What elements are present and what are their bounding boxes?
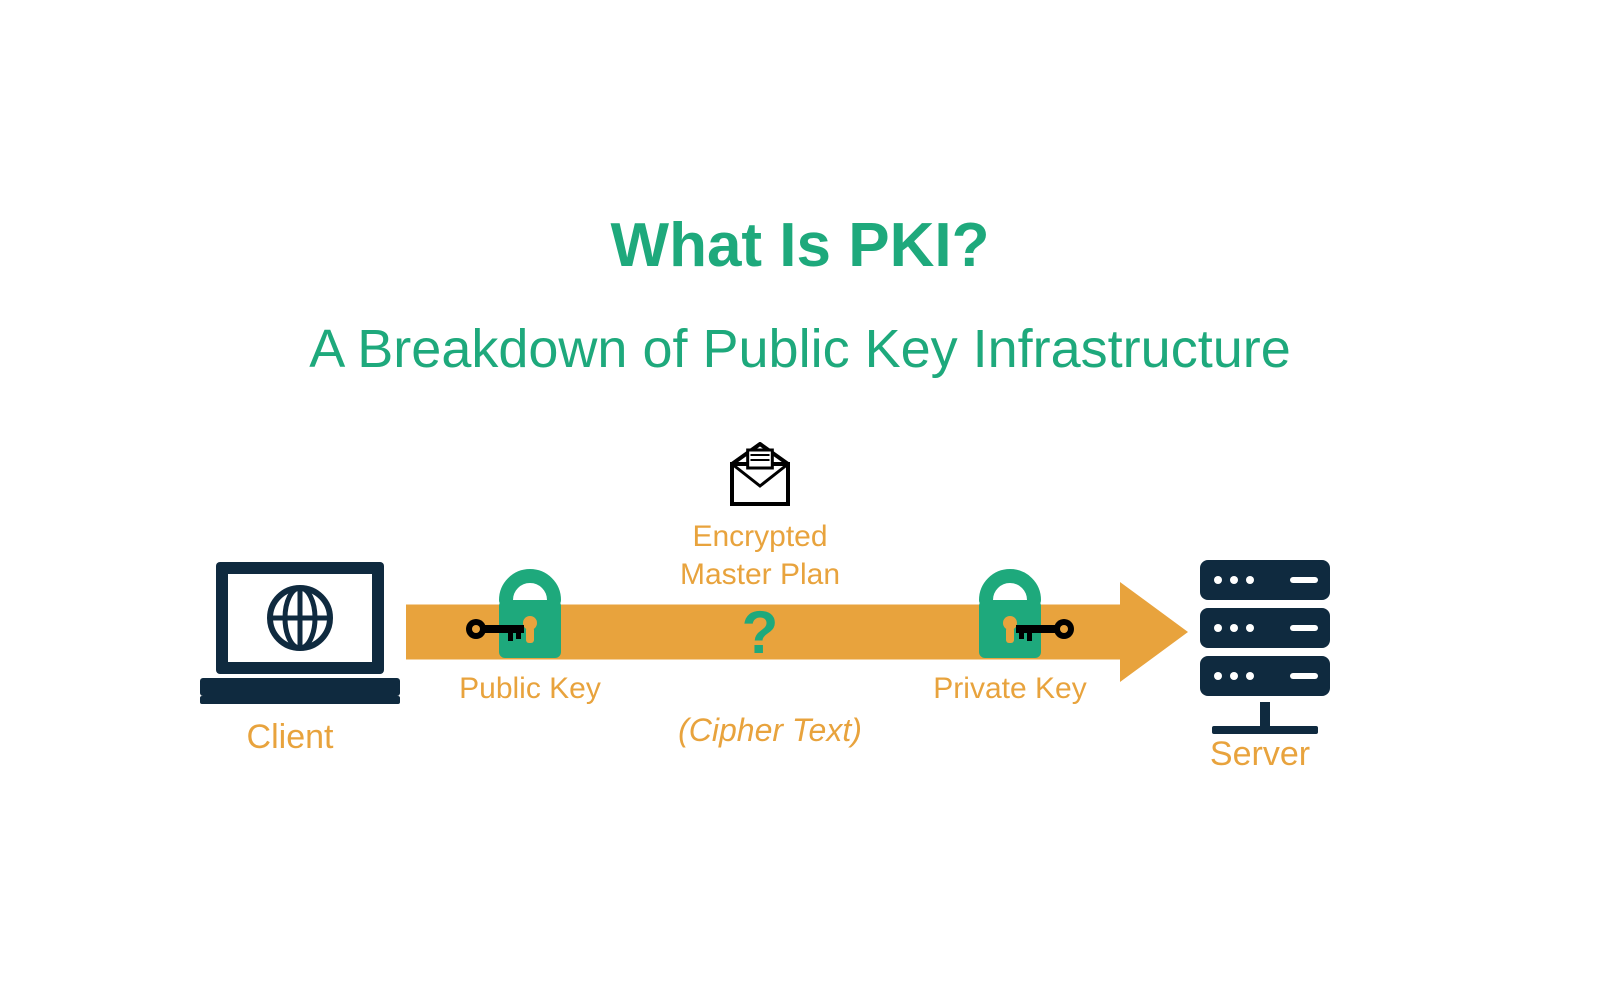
page-title: What Is PKI?: [0, 210, 1600, 281]
client-label: Client: [90, 718, 490, 757]
question-mark-icon: ?: [720, 598, 800, 667]
encrypted-label-2: Master Plan: [560, 558, 960, 592]
encrypted-label-1: Encrypted: [560, 520, 960, 554]
server-label: Server: [1060, 735, 1460, 774]
server-icon: [1195, 560, 1335, 746]
public-key-label: Public Key: [330, 672, 730, 706]
page-subtitle: A Breakdown of Public Key Infrastructure: [0, 318, 1600, 380]
cipher-text-label: (Cipher Text): [570, 712, 970, 749]
diagram-stage: What Is PKI? A Breakdown of Public Key I…: [0, 0, 1600, 1000]
private-key-label: Private Key: [810, 672, 1210, 706]
envelope-icon: [726, 442, 794, 510]
